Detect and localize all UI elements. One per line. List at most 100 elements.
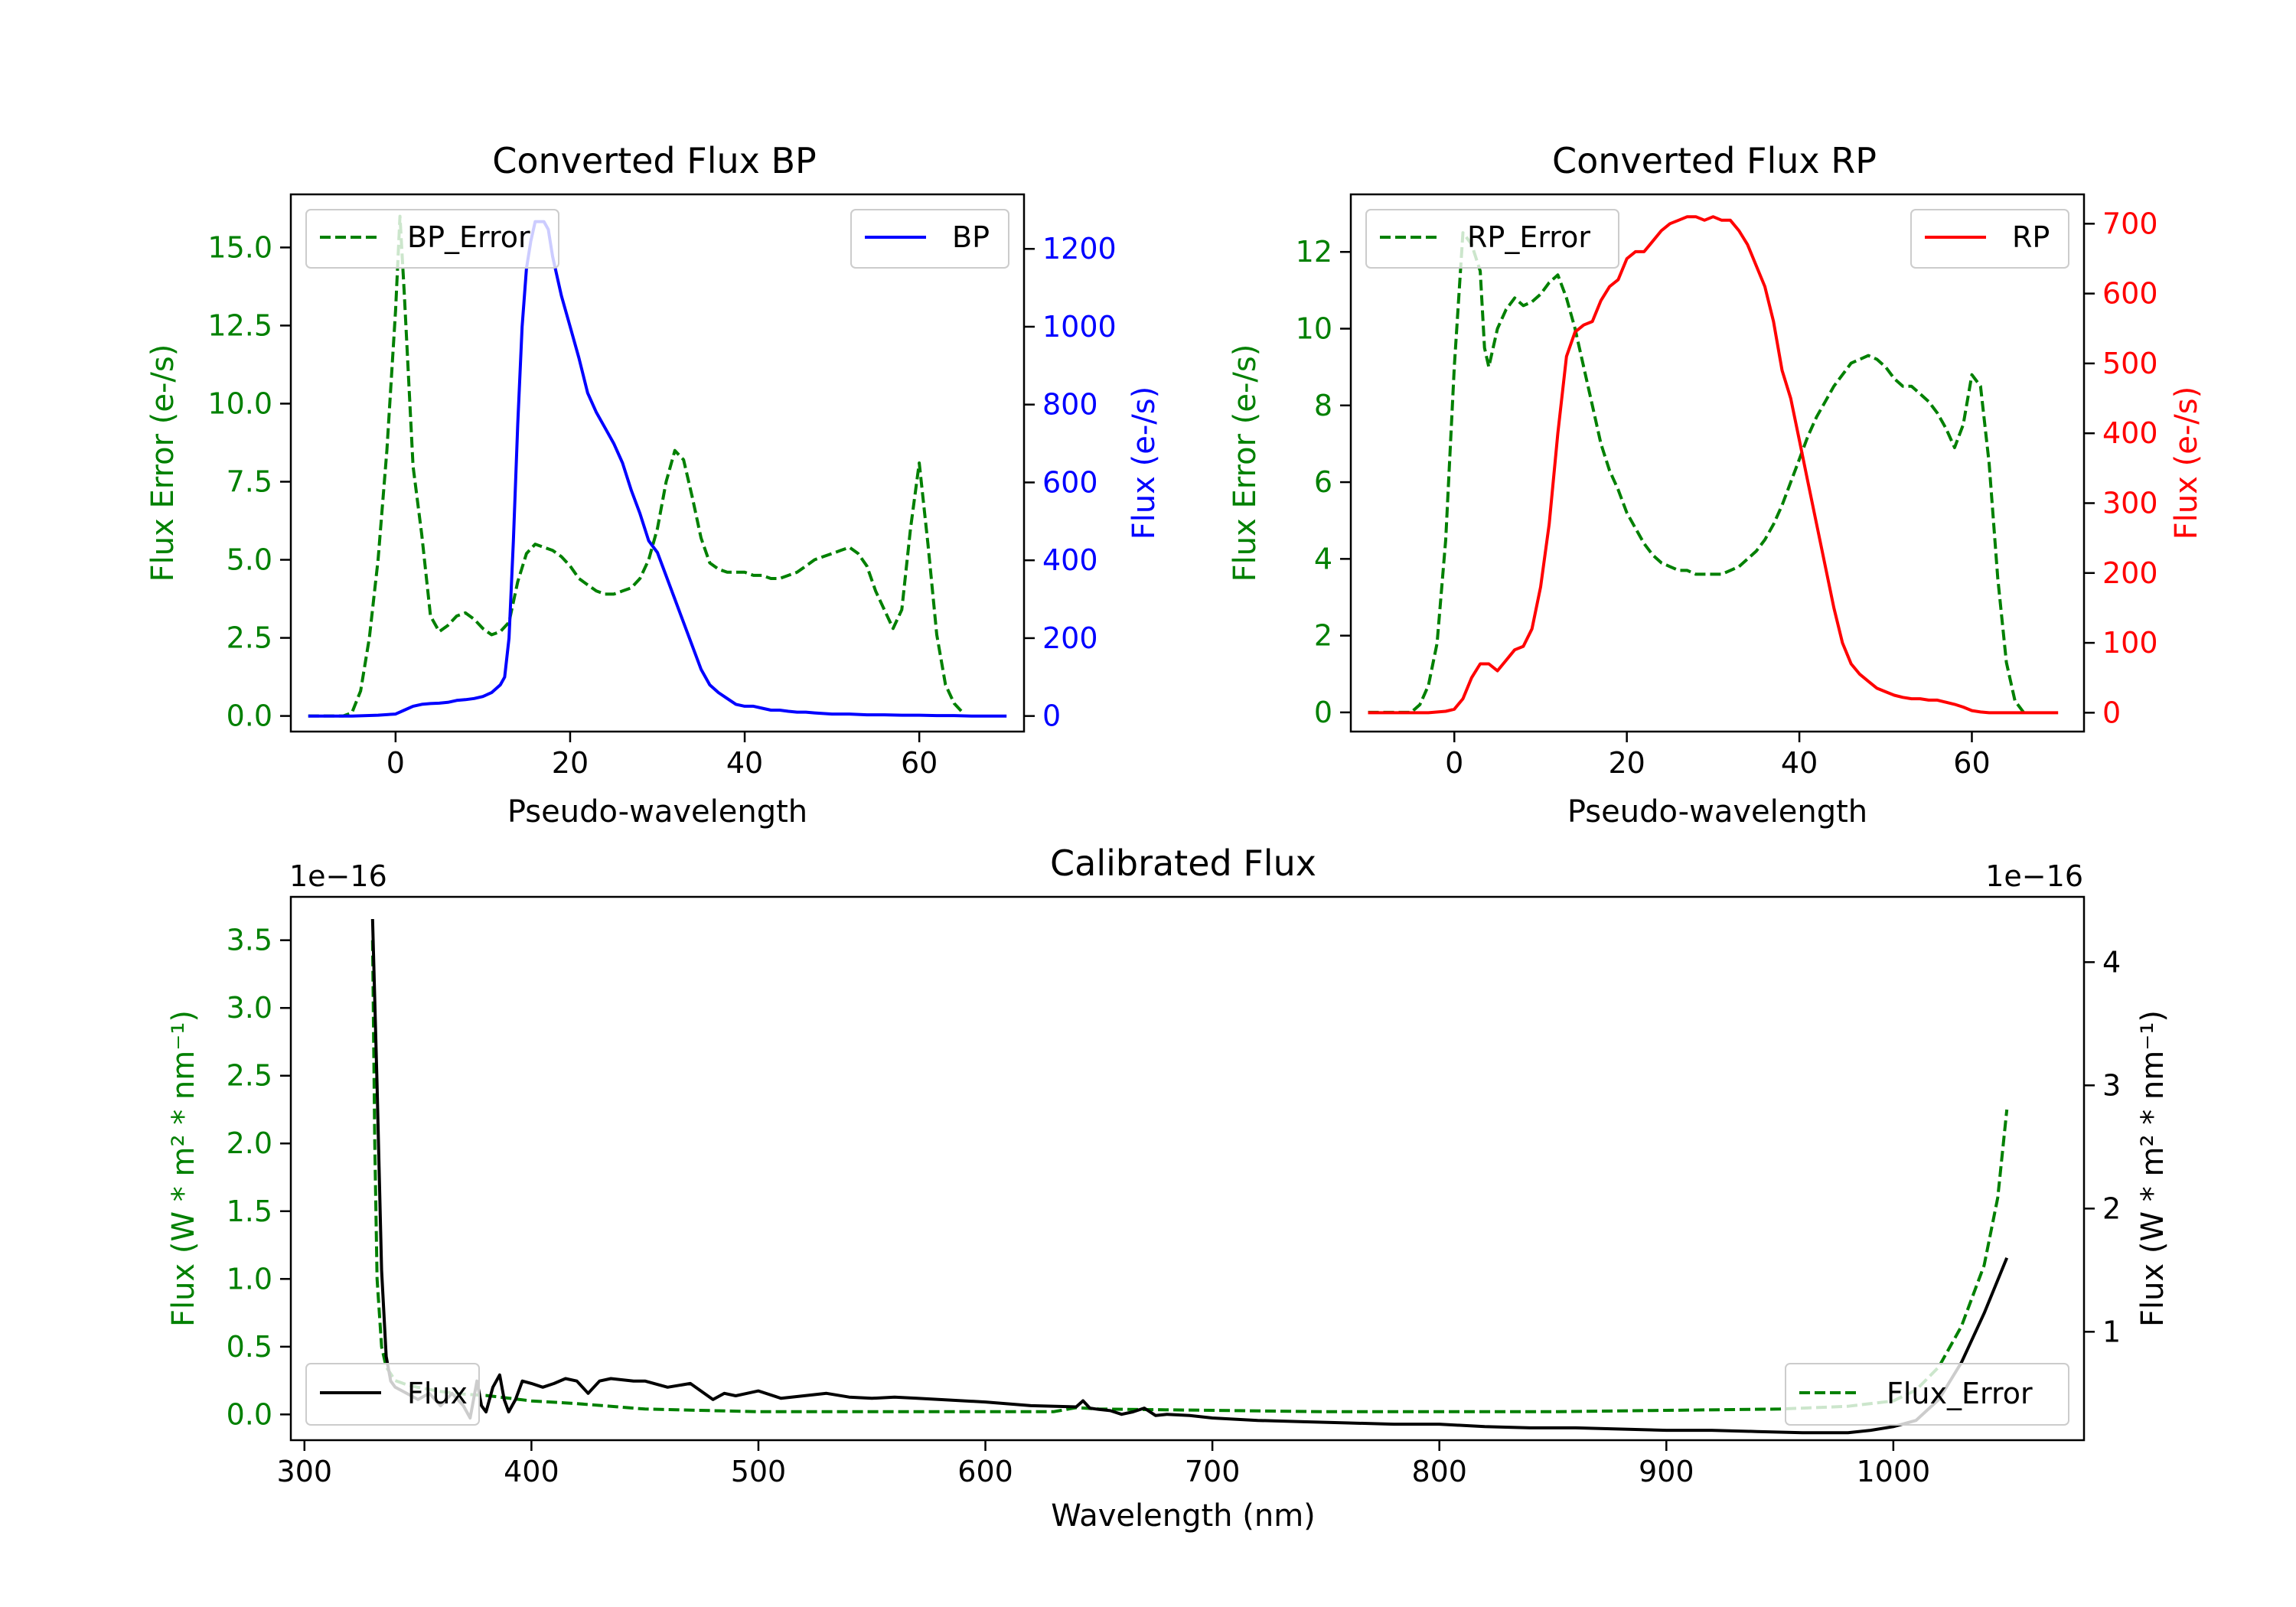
- bp-legend-left-label: BP_Error: [407, 220, 530, 254]
- bp-left-tick-label: 0.0: [227, 699, 272, 733]
- rp-left-tick-label: 8: [1314, 389, 1332, 422]
- bp-left-axis-label: Flux Error (e-/s): [145, 344, 181, 582]
- cal-x-tick-label: 500: [731, 1455, 787, 1488]
- bp-x-tick-label: 20: [552, 746, 589, 780]
- rp-right-tick-label: 400: [2102, 416, 2158, 450]
- cal-plot-frame: [289, 895, 2086, 1442]
- rp-left-tick-label: 6: [1314, 465, 1332, 499]
- rp-series-rp-error: [1368, 231, 2025, 714]
- bp-series-bp-error: [308, 214, 964, 718]
- panel-rp: Converted Flux RP 0 20 40 60 0 2 4 6 8 10 12 0 100…: [1228, 140, 2204, 830]
- rp-legend-left-box: [1365, 209, 1619, 269]
- rp-right-tick-label: 200: [2102, 556, 2158, 590]
- cal-legend-left-label: Flux: [407, 1377, 468, 1410]
- bp-right-tick-label: 600: [1042, 465, 1098, 499]
- bp-right-tick-label: 200: [1042, 621, 1098, 655]
- cal-left-axis-label: Flux (W * m² * nm⁻¹): [166, 1010, 201, 1327]
- cal-x-tick-label: 800: [1411, 1455, 1467, 1488]
- bp-x-tick-label: 60: [901, 746, 938, 780]
- panel-bp: Converted Flux BP 0 20 40 60 0.0 2.5 5.0 7.5 10…: [145, 140, 1162, 830]
- cal-legend-left-box: [305, 1363, 480, 1426]
- rp-x-axis-label: Pseudo-wavelength: [1567, 794, 1867, 830]
- cal-left-tick-label: 3.5: [227, 924, 272, 957]
- rp-right-tick-label: 0: [2102, 696, 2121, 729]
- rp-legend-right-box: [1910, 209, 2069, 269]
- panel-calibrated: Calibrated Flux 1e−16 1e−16 300 400 500 600…: [166, 843, 2170, 1534]
- cal-legend-right: Flux_Error: [1785, 1363, 2069, 1426]
- bp-series-bp: [308, 220, 1007, 718]
- rp-legend-right: RP: [1910, 209, 2069, 269]
- cal-right-ticks: 1 2 3 4: [2084, 945, 2121, 1348]
- cal-left-tick-label: 1.0: [227, 1262, 272, 1296]
- bp-legend-left-box: [305, 209, 559, 269]
- bp-left-tick-label: 12.5: [207, 308, 272, 342]
- rp-right-tick-label: 300: [2102, 486, 2158, 520]
- cal-right-tick-label: 4: [2102, 945, 2121, 979]
- cal-x-tick-label: 400: [504, 1455, 559, 1488]
- rp-title: Converted Flux RP: [1552, 140, 1877, 181]
- rp-right-tick-label: 700: [2102, 207, 2158, 240]
- rp-left-ticks: 0 2 4 6 8 10 12: [1296, 235, 1351, 729]
- rp-x-tick-label: 0: [1445, 746, 1463, 780]
- cal-legend-left: Flux: [305, 1363, 480, 1426]
- cal-right-tick-label: 1: [2102, 1315, 2121, 1348]
- cal-right-axis-label: Flux (W * m² * nm⁻¹): [2135, 1010, 2170, 1327]
- cal-left-tick-label: 3.0: [227, 991, 272, 1025]
- bp-right-tick-label: 0: [1042, 699, 1061, 733]
- cal-left-tick-label: 2.0: [227, 1126, 272, 1160]
- bp-left-ticks: 0.0 2.5 5.0 7.5 10.0 12.5 15.0: [207, 230, 291, 733]
- rp-x-tick-label: 60: [1953, 746, 1990, 780]
- bp-left-tick-label: 5.0: [227, 543, 272, 577]
- bp-left-tick-label: 2.5: [227, 621, 272, 655]
- rp-left-tick-label: 12: [1296, 235, 1332, 269]
- bp-right-tick-label: 1200: [1042, 232, 1117, 266]
- cal-legend-right-label: Flux_Error: [1887, 1377, 2033, 1410]
- cal-x-tick-label: 1000: [1857, 1455, 1931, 1488]
- bp-x-tick-label: 40: [726, 746, 763, 780]
- rp-right-tick-label: 100: [2102, 626, 2158, 660]
- bp-x-tick-label: 0: [386, 746, 405, 780]
- rp-right-tick-label: 500: [2102, 347, 2158, 380]
- rp-left-tick-label: 2: [1314, 619, 1332, 653]
- cal-left-tick-label: 2.5: [227, 1059, 272, 1093]
- cal-series-flux: [370, 918, 2009, 1435]
- bp-title: Converted Flux BP: [492, 140, 817, 181]
- bp-legend-right: BP: [850, 209, 1009, 269]
- rp-x-tick-label: 20: [1608, 746, 1645, 780]
- bp-x-axis-label: Pseudo-wavelength: [507, 794, 807, 830]
- rp-left-tick-label: 4: [1314, 542, 1332, 575]
- rp-left-axis-label: Flux Error (e-/s): [1228, 344, 1263, 582]
- cal-legend-right-box: [1785, 1363, 2069, 1426]
- rp-series-rp: [1368, 215, 2059, 715]
- cal-right-tick-label: 3: [2102, 1068, 2121, 1102]
- rp-right-axis-label: Flux (e-/s): [2169, 386, 2204, 539]
- cal-left-tick-label: 0.5: [227, 1330, 272, 1364]
- bp-right-axis-label: Flux (e-/s): [1127, 386, 1162, 539]
- cal-x-tick-label: 600: [957, 1455, 1013, 1488]
- cal-title: Calibrated Flux: [1050, 843, 1316, 884]
- rp-right-ticks: 0 100 200 300 400 500 600 700: [2084, 207, 2158, 729]
- cal-left-tick-label: 0.0: [227, 1397, 272, 1431]
- rp-curves: [1368, 215, 2059, 715]
- rp-legend-left-label: RP_Error: [1467, 220, 1590, 254]
- bp-right-tick-label: 800: [1042, 388, 1098, 422]
- cal-left-offset-text: 1e−16: [289, 859, 387, 893]
- cal-x-axis-label: Wavelength (nm): [1051, 1498, 1316, 1534]
- rp-x-tick-label: 40: [1781, 746, 1818, 780]
- bp-plot-frame: [289, 193, 1026, 733]
- bp-legend-left: BP_Error: [305, 209, 559, 269]
- bp-left-tick-label: 15.0: [207, 230, 272, 264]
- rp-legend-left: RP_Error: [1365, 209, 1619, 269]
- bp-left-tick-label: 10.0: [207, 386, 272, 420]
- rp-left-tick-label: 0: [1314, 696, 1332, 729]
- cal-x-ticks: 300 400 500 600 700 800 900 1000: [277, 1440, 1931, 1488]
- cal-right-offset-text: 1e−16: [1985, 859, 2083, 893]
- cal-x-tick-label: 700: [1185, 1455, 1241, 1488]
- cal-left-ticks: 0.0 0.5 1.0 1.5 2.0 2.5 3.0 3.5: [227, 924, 291, 1431]
- cal-left-tick-label: 1.5: [227, 1195, 272, 1228]
- rp-legend-right-label: RP: [2012, 220, 2050, 254]
- bp-curves: [308, 214, 1007, 718]
- bp-right-tick-label: 400: [1042, 543, 1098, 577]
- bp-legend-right-box: [850, 209, 1009, 269]
